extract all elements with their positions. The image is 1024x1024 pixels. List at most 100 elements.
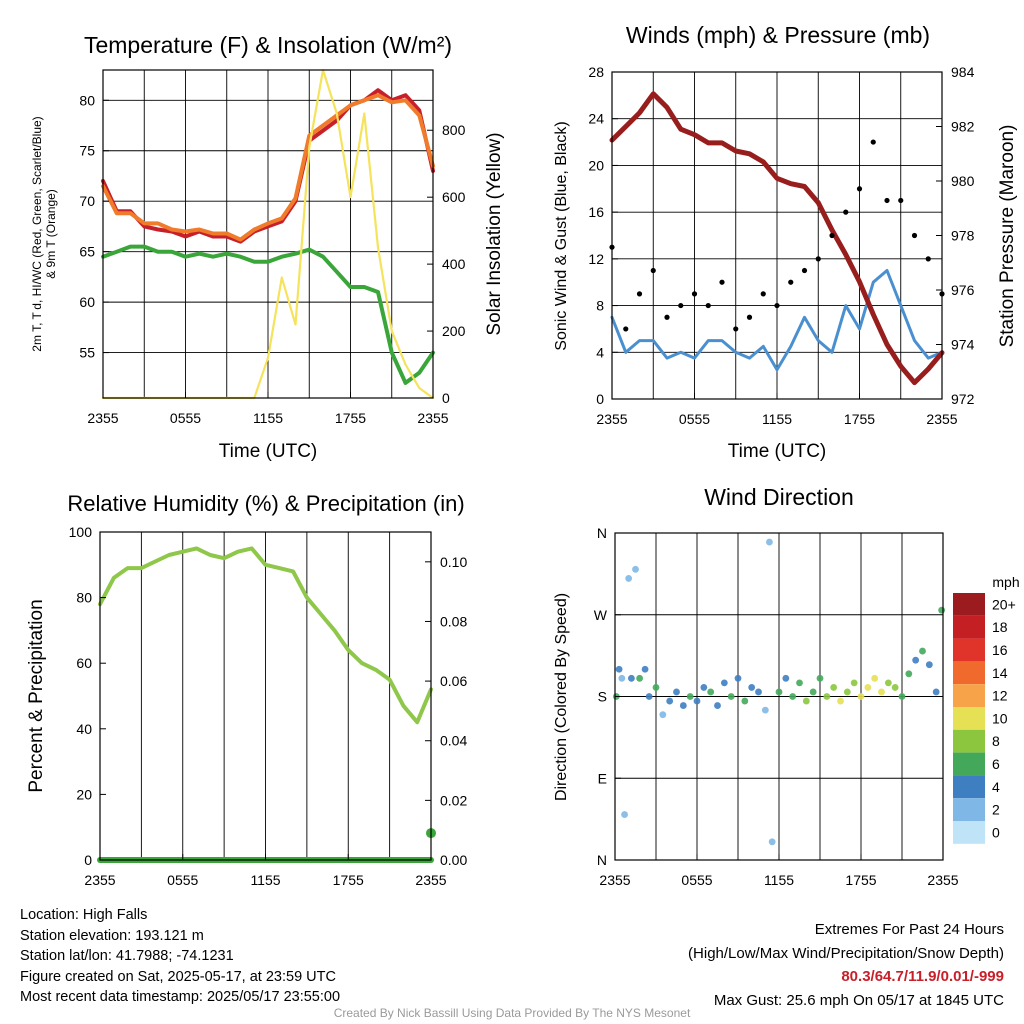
direction-point [632,565,639,573]
x-tick-label: 1155 [762,411,792,427]
x-tick-label: 0555 [681,872,712,888]
direction-point [789,693,797,700]
colorbar-swatch [953,661,985,685]
direction-point [755,688,762,696]
direction-ticks: 2355 0555 1155 1755 2355 N E S W N [594,525,959,888]
x-tick-label: 2355 [926,411,957,427]
direction-point [905,670,913,678]
direction-point [768,838,776,846]
winds-xlabel: Time (UTC) [728,441,827,462]
y-tick-label: 12 [588,251,604,267]
direction-point [693,697,701,705]
y-tick-label: 70 [79,193,95,209]
gust-point [664,314,670,320]
direction-point [891,684,899,691]
direction-point [720,679,728,687]
y2-tick-label: 600 [442,189,466,205]
gust-point [705,302,711,309]
y-tick-label: 0 [596,391,604,407]
direction-point [857,693,865,700]
direction-point [641,665,649,673]
y-tick-label: 60 [76,655,92,671]
gust-point [623,326,629,332]
direction-point [938,606,946,614]
direction-point [734,674,742,682]
y-tick-label: 80 [79,92,95,108]
speed-colorbar: 20+ 18 16 14 12 10 8 6 4 2 0 [953,593,1016,844]
x-tick-label: 0555 [170,410,201,426]
y2-tick-label: 0.04 [440,733,467,749]
colorbar-label: 12 [992,688,1008,704]
direction-point [837,697,844,705]
y-tick-label: 16 [588,204,604,220]
y-tick-label: N [597,525,607,541]
direction-point [898,693,906,700]
direction-point [679,702,687,709]
x-tick-label: 1155 [250,872,280,888]
winds-series [609,91,945,386]
y2-tick-label: 974 [951,337,975,353]
humidity-ticks: 2355 0555 1155 1755 2355 0 20 40 60 80 100 0.00 0.02… [69,524,468,888]
y-tick-label: 40 [76,721,92,737]
colorbar-swatch [953,684,985,707]
gust-point [760,291,766,297]
gust-point [856,186,863,192]
y2-tick-label: 972 [951,391,975,407]
y-tick-label: S [598,689,607,705]
colorbar-swatch [953,729,985,753]
direction-point [782,674,790,682]
station-info: Location: High Falls Station elevation: … [20,905,340,1008]
y-tick-label: 75 [79,143,95,159]
y-tick-label: 65 [79,244,95,260]
direction-point [659,711,667,719]
direction-point [816,674,824,682]
station-location: Location: High Falls [20,907,148,923]
direction-point [830,684,838,691]
temperature-xlabel: Time (UTC) [219,441,318,462]
temp-line [101,88,435,244]
extremes-info: Extremes For Past 24 Hours (High/Low/Max… [688,918,1004,1012]
y-tick-label: 20 [76,786,92,802]
gust-point [774,302,780,309]
colorbar-label: 2 [992,802,1000,818]
direction-point [748,684,756,691]
gust-point [801,267,808,274]
direction-points [612,538,946,846]
direction-point [636,674,643,682]
recent-data-timestamp: Most recent data timestamp: 2025/05/17 2… [20,989,341,1005]
direction-point [615,665,623,673]
colorbar-label: 20+ [992,596,1016,612]
direction-point [802,697,810,705]
humidity-ylabel: Percent & Precipitation [26,599,47,792]
direction-point [652,684,660,691]
temperature-ticks: 2355 0555 1155 1755 235555606570758002004006… [79,92,465,426]
winds-panel: Winds (mph) & Pressure (mb) 2355 0555 1155… [553,22,1018,462]
gust-point [898,197,904,204]
gust-point [829,232,835,239]
temperature-title: Temperature (F) & Insolation (W/m²) [84,32,452,58]
y2-tick-label: 0.02 [440,792,467,808]
gust-point [719,279,725,285]
direction-point [823,693,831,700]
gust-point [815,256,821,262]
colorbar-swatch [953,638,985,662]
x-tick-label: 2355 [596,411,627,427]
winds-y2label: Station Pressure (Maroon) [997,125,1018,348]
x-tick-label: 1755 [845,872,876,888]
colorbar-label: 10 [992,710,1008,726]
colorbar-swatch [953,752,985,776]
wind-line [610,269,944,372]
direction-point [932,688,940,696]
direction-point [925,661,933,669]
colorbar-swatch [953,593,985,616]
colorbar-label: 18 [992,619,1008,635]
y2-tick-label: 0.10 [440,554,467,570]
gust-point [911,232,918,239]
direction-point [871,674,879,682]
temperature-y2label: Solar Insolation (Yellow) [484,132,505,335]
humidity-panel: Relative Humidity (%) & Precipitation (i… [26,491,467,888]
direction-point [625,575,633,582]
x-tick-label: 1155 [253,410,283,426]
y-tick-label: N [597,852,607,868]
